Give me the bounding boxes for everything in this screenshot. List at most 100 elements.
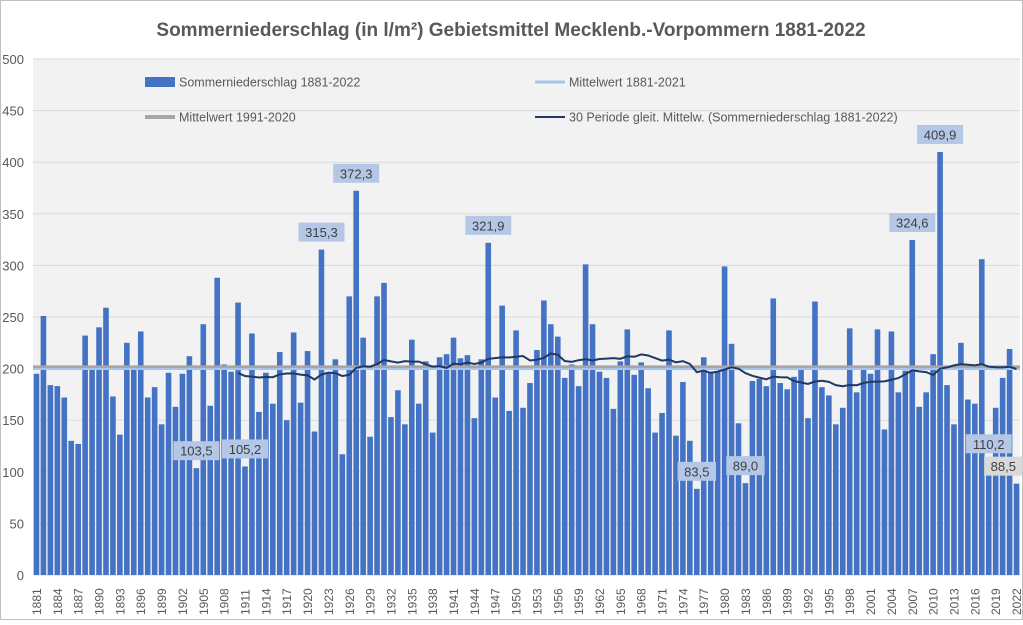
bar-1884 — [54, 386, 61, 575]
bar-1989 — [784, 389, 790, 575]
data-label-2007: 324,6 — [889, 213, 936, 233]
svg-text:110,2: 110,2 — [973, 437, 1005, 452]
bar-1885 — [61, 397, 68, 575]
data-label-1976: 83,5 — [677, 461, 716, 481]
bar-1886 — [68, 440, 75, 575]
x-tick-label: 1977 — [697, 588, 711, 615]
bar-2015 — [965, 399, 971, 575]
y-tick-label: 200 — [2, 362, 24, 377]
bar-2016 — [972, 403, 978, 575]
bar-1910 — [235, 302, 241, 575]
bar-1939 — [436, 357, 443, 575]
bar-1971 — [659, 412, 665, 575]
bar-2009 — [923, 392, 929, 575]
bar-1996 — [833, 424, 839, 575]
bar-1966 — [624, 329, 631, 575]
data-label-2018: 110,2 — [965, 434, 1012, 454]
bar-1972 — [666, 330, 672, 575]
x-tick-label: 1890 — [93, 588, 107, 615]
bar-1932 — [388, 417, 394, 575]
legend: Sommerniederschlag 1881-2022 Mittelwert 1… — [145, 76, 898, 125]
chart-title: Sommerniederschlag (in l/m²) Gebietsmitt… — [156, 20, 865, 41]
x-tick-label: 1959 — [572, 588, 586, 615]
bar-1934 — [402, 424, 408, 575]
bar-1993 — [812, 301, 818, 575]
bar-2008 — [916, 406, 923, 575]
x-tick-label: 1983 — [739, 588, 753, 615]
bar-1920 — [304, 351, 311, 575]
bar-2010 — [930, 354, 936, 575]
bar-1940 — [443, 354, 450, 575]
bar-2007 — [909, 240, 916, 575]
bar-1951 — [520, 407, 526, 575]
bar-1891 — [103, 307, 109, 575]
bar-1895 — [130, 368, 137, 575]
data-label-1922: 315,3 — [298, 222, 345, 242]
x-tick-label: 1902 — [176, 588, 190, 615]
x-tick-label: 1884 — [51, 588, 65, 615]
x-tick-label: 2013 — [947, 588, 961, 615]
legend-item-1: Sommerniederschlag 1881-2022 — [145, 76, 360, 90]
svg-text:83,5: 83,5 — [684, 464, 709, 479]
bar-2006 — [902, 370, 909, 575]
bar-1991 — [798, 365, 804, 575]
bar-1970 — [652, 432, 658, 575]
bar-1928 — [360, 337, 366, 575]
bar-1958 — [568, 364, 575, 575]
bar-1925 — [339, 454, 346, 575]
lines — [33, 352, 1020, 388]
y-tick-label: 400 — [2, 155, 24, 170]
bar-1902 — [179, 373, 186, 575]
bar-1942 — [457, 358, 464, 575]
data-label-2011: 409,9 — [917, 124, 964, 144]
legend-item-4: 30 Periode gleit. Mittelw. (Sommernieder… — [535, 111, 898, 125]
moving-average-line — [237, 352, 1017, 388]
bar-1927 — [353, 190, 360, 575]
bar-1922 — [318, 249, 325, 575]
bar-1938 — [429, 432, 436, 575]
x-tick-label: 1965 — [614, 588, 628, 615]
data-label-1911: 105,2 — [221, 439, 268, 459]
x-tick-label: 1953 — [530, 588, 544, 615]
bar-2012 — [944, 385, 950, 575]
bar-1909 — [228, 371, 234, 575]
bar-1901 — [172, 406, 179, 575]
bar-1990 — [791, 376, 797, 575]
data-labels: 103,5 105,2 315,3 372,3 321,9 83,5 89,0 324,6 40… — [173, 124, 1023, 481]
bar-1945 — [478, 359, 485, 575]
bar-1949 — [506, 410, 512, 575]
x-tick-label: 1995 — [822, 588, 836, 615]
x-tick-label: 1917 — [280, 588, 294, 615]
y-tick-label: 150 — [2, 413, 24, 428]
x-tick-label: 1941 — [447, 588, 461, 615]
bar-1956 — [554, 336, 561, 575]
y-tick-label: 100 — [2, 465, 24, 480]
bar-1960 — [582, 264, 589, 575]
bar-2014 — [958, 342, 964, 575]
x-tick-label: 1998 — [843, 588, 857, 615]
bar-1941 — [450, 337, 457, 575]
bar-1997 — [839, 407, 846, 575]
bar-2011 — [937, 151, 943, 575]
bar-1987 — [770, 298, 777, 575]
data-label-1904: 103,5 — [173, 441, 220, 461]
x-tick-label: 1923 — [322, 588, 336, 615]
x-tick-label: 1935 — [405, 588, 419, 615]
bar-1882 — [40, 315, 47, 575]
legend-label: Sommerniederschlag 1881-2022 — [179, 76, 360, 90]
svg-text:315,3: 315,3 — [305, 225, 338, 240]
bar-1913 — [256, 411, 262, 575]
y-tick-label: 450 — [2, 104, 24, 119]
bar-1968 — [638, 362, 644, 575]
legend-label: 30 Periode gleit. Mittelw. (Sommernieder… — [569, 111, 898, 125]
bar-1935 — [409, 339, 415, 575]
x-tick-label: 1893 — [113, 588, 127, 615]
bar-1959 — [575, 386, 582, 575]
x-tick-label: 1926 — [343, 588, 357, 615]
bar-1924 — [332, 359, 339, 575]
bar-1992 — [805, 418, 811, 575]
bar-1983 — [742, 483, 749, 575]
x-tick-label: 1968 — [635, 588, 649, 615]
bar-1953 — [534, 350, 540, 575]
